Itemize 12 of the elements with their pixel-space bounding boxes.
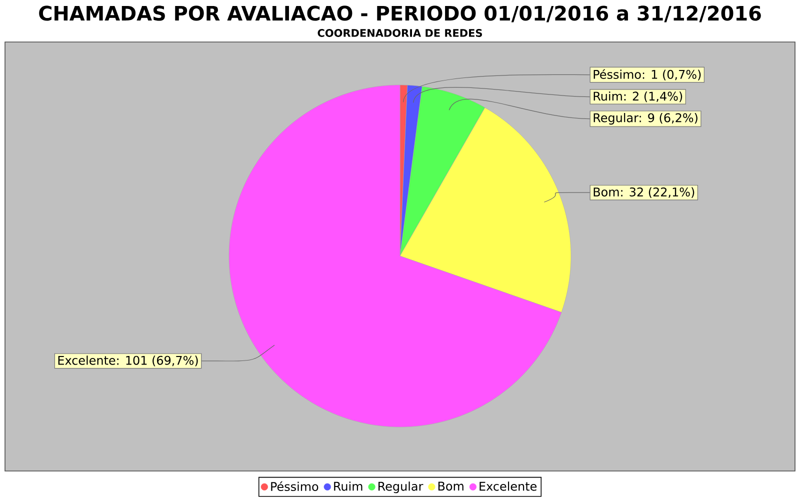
data-label: Bom: 32 (22,1%) xyxy=(594,187,694,198)
legend-label: Bom xyxy=(438,482,464,491)
legend-label: Excelente xyxy=(480,482,537,491)
legend-label: Ruim xyxy=(334,482,362,491)
legend-label: Regular xyxy=(378,482,424,494)
data-label: Ruim: 2 (1,4%) xyxy=(594,91,682,102)
data-label: Excelente: 101 (69,7%) xyxy=(58,356,198,366)
legend-label: Péssimo xyxy=(271,481,318,492)
chart-title: CHAMADAS POR AVALIACAO - PERIODO 01/01/2016 a 31/12/2016 xyxy=(39,6,761,22)
data-label: Regular: 9 (6,2%) xyxy=(594,113,698,125)
data-label: Péssimo: 1 (0,7%) xyxy=(594,69,701,80)
chart-subtitle: COORDENADORIA DE REDES xyxy=(318,29,482,37)
